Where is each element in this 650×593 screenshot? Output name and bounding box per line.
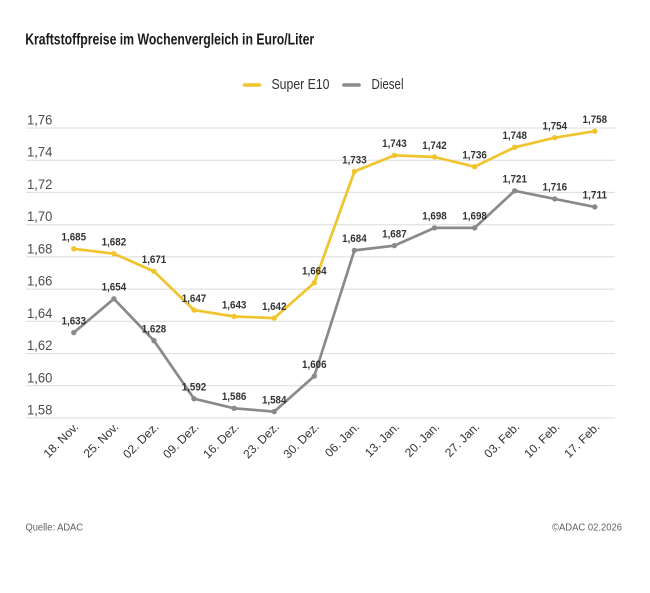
svg-text:1,647: 1,647 xyxy=(182,293,207,305)
svg-text:1,682: 1,682 xyxy=(102,237,127,249)
svg-text:Super E10: Super E10 xyxy=(272,77,330,93)
svg-text:1,60: 1,60 xyxy=(27,369,52,385)
svg-text:1,758: 1,758 xyxy=(583,114,608,126)
svg-text:1,716: 1,716 xyxy=(543,182,568,194)
svg-text:1,70: 1,70 xyxy=(27,208,52,224)
svg-text:1,74: 1,74 xyxy=(27,144,52,160)
svg-text:1,64: 1,64 xyxy=(27,305,52,321)
svg-text:1,733: 1,733 xyxy=(342,154,367,166)
svg-text:1,671: 1,671 xyxy=(142,254,167,266)
svg-text:1,628: 1,628 xyxy=(142,324,167,336)
svg-text:1,68: 1,68 xyxy=(27,240,52,256)
svg-text:1,711: 1,711 xyxy=(583,190,608,202)
svg-text:1,633: 1,633 xyxy=(62,315,87,327)
svg-text:1,748: 1,748 xyxy=(502,130,527,142)
svg-text:1,698: 1,698 xyxy=(422,211,447,223)
svg-text:Quelle: ADAC: Quelle: ADAC xyxy=(26,523,84,534)
svg-text:1,606: 1,606 xyxy=(302,359,327,371)
svg-text:1,642: 1,642 xyxy=(262,301,287,313)
svg-text:1,58: 1,58 xyxy=(27,402,52,418)
svg-text:1,698: 1,698 xyxy=(462,211,487,223)
svg-text:1,592: 1,592 xyxy=(182,382,207,394)
svg-text:1,76: 1,76 xyxy=(27,112,52,128)
svg-text:1,684: 1,684 xyxy=(342,233,367,245)
svg-text:1,742: 1,742 xyxy=(422,140,447,152)
svg-text:©ADAC 02.2026: ©ADAC 02.2026 xyxy=(552,523,622,534)
svg-text:1,687: 1,687 xyxy=(382,228,407,240)
svg-text:1,584: 1,584 xyxy=(262,394,287,406)
svg-text:1,72: 1,72 xyxy=(27,176,52,192)
svg-text:1,586: 1,586 xyxy=(222,391,247,403)
svg-text:1,754: 1,754 xyxy=(543,121,568,133)
svg-text:1,62: 1,62 xyxy=(27,337,52,353)
svg-text:Kraftstoffpreise im Wochenverg: Kraftstoffpreise im Wochenvergleich in E… xyxy=(25,32,314,49)
svg-text:1,66: 1,66 xyxy=(27,273,52,289)
svg-text:1,736: 1,736 xyxy=(462,150,487,162)
svg-text:1,685: 1,685 xyxy=(62,232,87,244)
svg-text:Diesel: Diesel xyxy=(372,77,404,93)
svg-text:1,643: 1,643 xyxy=(222,299,247,311)
svg-text:1,721: 1,721 xyxy=(502,174,527,186)
svg-text:1,654: 1,654 xyxy=(102,282,127,294)
svg-text:1,743: 1,743 xyxy=(382,138,407,150)
svg-text:1,664: 1,664 xyxy=(302,266,327,278)
